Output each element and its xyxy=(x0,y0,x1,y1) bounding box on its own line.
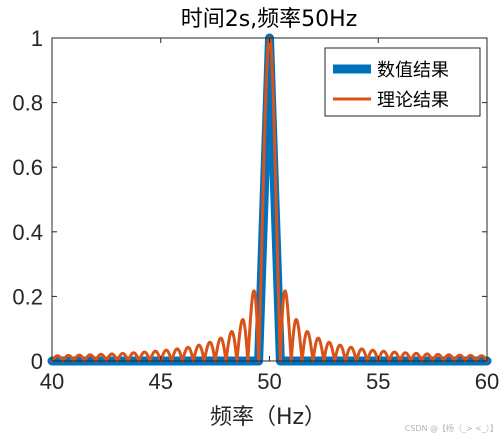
y-tick-label: 0 xyxy=(31,349,43,374)
chart-title: 时间2s,频率50Hz xyxy=(181,7,358,32)
x-tick-label: 55 xyxy=(366,369,390,394)
legend: 数值结果 理论结果 xyxy=(324,47,481,117)
y-axis: 0 0.2 0.4 0.6 0.8 1 xyxy=(12,26,487,374)
x-tick-label: 60 xyxy=(475,369,499,394)
x-tick-label: 45 xyxy=(149,369,173,394)
y-tick-label: 0.6 xyxy=(12,155,43,180)
x-tick-label: 50 xyxy=(257,369,281,394)
legend-label-numerical: 数值结果 xyxy=(377,60,449,81)
legend-box xyxy=(324,47,481,117)
x-axis: 40 45 50 55 60 xyxy=(40,38,499,394)
y-tick-label: 0.2 xyxy=(12,284,43,309)
y-tick-label: 0.4 xyxy=(12,220,43,245)
watermark: CSDN @【杨（_> <_）】 xyxy=(405,423,498,433)
y-tick-label: 0.8 xyxy=(12,91,43,116)
x-tick-label: 40 xyxy=(40,369,64,394)
y-tick-label: 1 xyxy=(31,26,43,51)
legend-label-theoretical: 理论结果 xyxy=(377,90,449,111)
x-axis-label: 频率（Hz） xyxy=(210,405,326,430)
